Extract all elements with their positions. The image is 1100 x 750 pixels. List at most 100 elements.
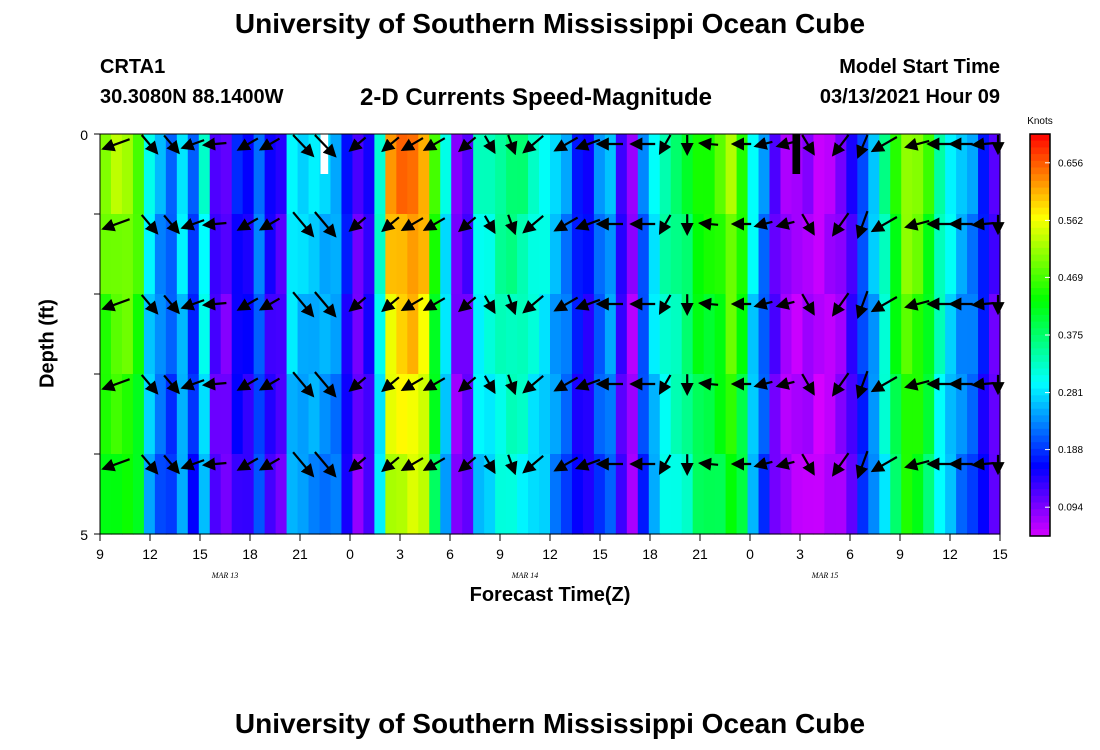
heatmap-cell [462, 454, 474, 535]
heatmap-cell [506, 374, 518, 455]
heatmap-cell [791, 214, 804, 295]
heatmap-cell [374, 214, 386, 295]
heatmap-cell [363, 374, 375, 455]
heatmap-cell [506, 294, 518, 375]
heatmap-cell [846, 134, 858, 215]
current-arrow [904, 297, 930, 311]
heatmap-cell [989, 134, 1001, 215]
colorbar-segment [1030, 180, 1050, 189]
colorbar: Knots 0.656 0.562 0.469 0.375 0.281 0.188 0.094 [1027, 116, 1083, 537]
current-arrow [971, 377, 994, 391]
current-arrow [855, 450, 869, 479]
current-arrow [292, 291, 315, 318]
heatmap-cell [363, 294, 375, 375]
heatmap-cell [253, 134, 266, 215]
heatmap-cell [363, 214, 375, 295]
heatmap-cell [418, 214, 430, 295]
heatmap-cell [659, 134, 672, 215]
current-arrow [201, 137, 227, 151]
heatmap-cell [967, 454, 979, 535]
colorbar-segment [1030, 134, 1050, 142]
heatmap-cell [550, 134, 562, 215]
heatmap-cell [824, 214, 836, 295]
heatmap-cell [670, 294, 683, 375]
current-arrow [140, 454, 159, 475]
current-arrow [870, 296, 898, 313]
heatmap-cell [462, 294, 474, 375]
heatmap-cell [132, 374, 145, 455]
colorbar-segment [1030, 395, 1050, 403]
heatmap-cell [275, 214, 288, 295]
heatmap-cell [231, 374, 244, 455]
current-arrow [504, 134, 518, 156]
y-tick-label: 5 [80, 527, 88, 543]
colorbar-unit: Knots [1027, 116, 1053, 127]
heatmap-cell [264, 454, 277, 535]
station-coordinates: 30.3080N 88.1400W [100, 86, 284, 108]
heatmap-cell [319, 454, 332, 535]
current-arrow [831, 212, 850, 237]
heatmap-cell [176, 454, 189, 535]
heatmap-cell [187, 454, 200, 535]
heatmap-cell [912, 454, 924, 535]
current-arrow [856, 134, 869, 159]
heatmap-cell [209, 134, 222, 215]
current-arrow [855, 290, 869, 319]
heatmap-cell [857, 374, 869, 455]
heatmap-cell [341, 134, 354, 215]
heatmap-cell [890, 374, 902, 455]
heatmap-cell [747, 454, 760, 535]
heatmap-cell [934, 134, 946, 215]
heatmap-cell [978, 214, 990, 295]
heatmap-cell [121, 374, 134, 455]
heatmap-cell [604, 134, 617, 215]
heatmap-cell [692, 374, 705, 455]
colorbar-segment [1030, 469, 1050, 477]
heatmap-cell [396, 134, 408, 215]
heatmap-cell [209, 374, 222, 455]
heatmap-cell [868, 214, 880, 295]
heatmap-cell [648, 294, 661, 375]
current-arrow [870, 376, 898, 393]
current-arrow [801, 453, 815, 476]
heatmap-cell [725, 214, 738, 295]
heatmap-cell [352, 374, 365, 455]
current-arrow [101, 218, 130, 232]
current-arrow [831, 134, 850, 157]
heatmap-cell [615, 454, 628, 535]
x-tick-label: 21 [292, 546, 308, 562]
current-arrow [348, 296, 367, 312]
heatmap-cell [571, 214, 584, 295]
heatmap-cell [132, 294, 145, 375]
heatmap-cell [264, 374, 277, 455]
heatmap-cell [879, 134, 891, 215]
heatmap-cell [110, 374, 123, 455]
heatmap-cell [758, 294, 771, 375]
current-arrow [163, 134, 180, 155]
colorbar-segment [1030, 355, 1050, 363]
heatmap-cell [341, 374, 354, 455]
current-arrow [292, 211, 315, 238]
heatmap-cell [308, 214, 321, 295]
heatmap-cell [242, 454, 255, 535]
heatmap-cell [956, 134, 968, 215]
colorbar-segment [1030, 422, 1050, 430]
current-arrow [870, 456, 898, 473]
heatmap-cell [187, 134, 200, 215]
heatmap-cell [604, 454, 617, 535]
station-id: CRTA1 [100, 56, 166, 78]
heatmap-cell [681, 454, 694, 535]
x-tick-label: 0 [346, 546, 354, 562]
current-arrow [201, 377, 227, 391]
heatmap-cell [637, 374, 650, 455]
colorbar-segment [1030, 247, 1050, 256]
heatmap-cell [681, 374, 694, 455]
heatmap-cell [714, 374, 727, 455]
heatmap-cell [813, 454, 825, 535]
heatmap-cell [835, 214, 847, 295]
current-arrow [522, 295, 544, 314]
heatmap-cell [220, 214, 233, 295]
heatmap-cell [100, 294, 112, 375]
heatmap-cell [560, 374, 573, 455]
